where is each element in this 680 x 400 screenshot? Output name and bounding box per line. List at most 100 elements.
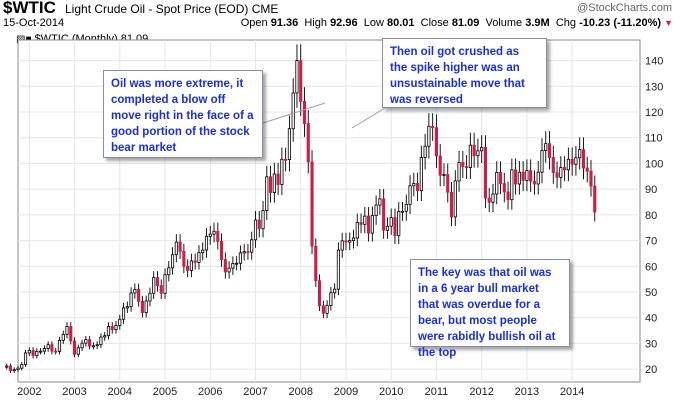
- candle-up: [525, 170, 529, 181]
- candle-down: [318, 280, 322, 307]
- candle-up: [174, 241, 178, 256]
- x-tick-label: 2005: [153, 386, 177, 398]
- open-value: 91.36: [270, 17, 299, 29]
- candle-up: [329, 292, 333, 306]
- candle-up: [20, 364, 24, 369]
- candle-up: [442, 174, 446, 176]
- candle-down: [69, 326, 73, 342]
- candle-up: [152, 277, 156, 294]
- candle-up: [163, 274, 167, 294]
- candle-up: [125, 306, 129, 309]
- close-label: Close: [420, 17, 449, 29]
- annotation-bull-market: The key was that oil was in a 6 year bul…: [410, 259, 570, 359]
- candle-up: [340, 240, 344, 251]
- candle-up: [235, 262, 239, 265]
- candle-down: [581, 149, 586, 169]
- candle-up: [197, 252, 201, 263]
- y-tick-label: 60: [645, 261, 657, 273]
- candle-down: [54, 350, 58, 353]
- candle-up: [61, 334, 65, 341]
- candle-down: [223, 259, 227, 273]
- candle-up: [491, 193, 495, 203]
- candle-down: [472, 144, 476, 157]
- candle-up: [121, 307, 126, 320]
- candle-up: [42, 348, 46, 352]
- candle-up: [544, 143, 548, 151]
- candle-down: [514, 169, 518, 185]
- candle-down: [521, 171, 525, 181]
- candle-up: [468, 144, 472, 168]
- candle-up: [374, 204, 378, 217]
- candle-up: [385, 225, 389, 231]
- candle-up: [189, 260, 193, 271]
- candle-up: [23, 352, 28, 365]
- candle-down: [193, 260, 197, 263]
- candle-up: [265, 176, 269, 211]
- y-tick-label: 40: [645, 313, 657, 325]
- candle-down: [182, 250, 186, 267]
- x-tick-label: 2013: [515, 386, 539, 398]
- candle-down: [186, 265, 190, 271]
- chg-value: -10.23 (-11.20%): [579, 17, 662, 29]
- candle-up: [84, 339, 88, 344]
- candle-down: [276, 173, 280, 185]
- candle-down: [593, 185, 597, 213]
- candle-down: [359, 222, 363, 225]
- candle-down: [155, 277, 160, 286]
- candle-down: [178, 241, 182, 252]
- candle-down: [461, 161, 465, 167]
- candle-down: [310, 161, 314, 247]
- quote-date: 15-Oct-2014: [3, 17, 65, 29]
- candle-up: [378, 198, 382, 206]
- candle-up: [540, 150, 544, 173]
- candle-up: [355, 222, 359, 239]
- candle-down: [269, 176, 273, 193]
- candle-down: [110, 326, 114, 330]
- candle-up: [170, 254, 175, 269]
- candle-down: [367, 215, 371, 234]
- candle-up: [427, 126, 431, 147]
- x-tick-label: 2010: [379, 386, 403, 398]
- candle-down: [382, 198, 386, 231]
- candle-up: [389, 217, 393, 227]
- candle-up: [574, 157, 578, 165]
- candle-down: [434, 127, 439, 157]
- candle-down: [416, 183, 420, 192]
- candle-down: [487, 197, 491, 203]
- candle-down: [137, 289, 141, 302]
- candle-up: [261, 210, 265, 230]
- x-tick-label: 2007: [243, 386, 267, 398]
- y-tick-label: 30: [645, 338, 657, 350]
- candle-up: [212, 230, 216, 235]
- x-tick-label: 2012: [469, 386, 493, 398]
- candle-up: [348, 240, 352, 243]
- candle-down: [302, 101, 307, 124]
- candle-up: [167, 267, 171, 276]
- candle-down: [532, 180, 537, 185]
- candle-up: [363, 215, 367, 225]
- candle-up: [148, 292, 152, 302]
- low-label: Low: [363, 17, 384, 29]
- chg-label: Chg: [555, 17, 577, 29]
- candle-up: [578, 149, 582, 159]
- callout-pointer-2: [351, 107, 386, 129]
- candle-down: [306, 123, 310, 163]
- candle-up: [39, 350, 43, 353]
- candle-up: [91, 345, 95, 348]
- candle-up: [457, 161, 461, 182]
- candle-up: [280, 158, 284, 185]
- x-tick-label: 2003: [62, 386, 86, 398]
- candle-up: [559, 167, 563, 178]
- callout-pointer-1: [262, 102, 326, 124]
- y-tick-label: 70: [645, 236, 657, 248]
- candle-down: [570, 158, 574, 165]
- ticker-symbol: $WTIC: [3, 0, 56, 17]
- candle-down: [159, 285, 163, 294]
- candle-down: [246, 251, 250, 254]
- candle-down: [8, 365, 13, 372]
- candle-up: [336, 249, 340, 290]
- candle-up: [242, 251, 246, 254]
- volume-label: Volume: [485, 17, 523, 29]
- candle-up: [12, 369, 16, 372]
